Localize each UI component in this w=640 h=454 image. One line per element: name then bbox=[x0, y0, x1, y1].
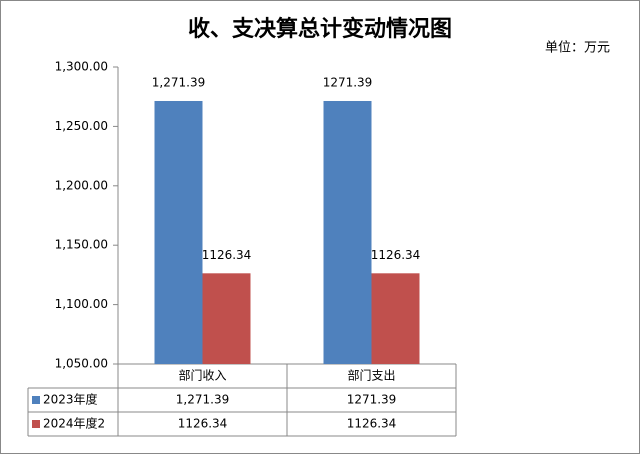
legend-swatch bbox=[32, 420, 40, 428]
table-cell: 1126.34 bbox=[347, 417, 397, 431]
y-tick-label: 1,100.00 bbox=[55, 297, 108, 311]
y-tick-label: 1,300.00 bbox=[55, 60, 108, 74]
y-tick-label: 1,200.00 bbox=[55, 178, 108, 192]
table-cell: 1,271.39 bbox=[176, 393, 229, 407]
bar bbox=[202, 273, 251, 364]
legend-swatch bbox=[32, 396, 40, 404]
bar bbox=[323, 100, 372, 364]
table-cell: 1126.34 bbox=[178, 417, 228, 431]
legend-label: 2023年度 bbox=[43, 392, 98, 407]
x-tick-label: 部门收入 bbox=[178, 368, 226, 383]
table-cell: 1271.39 bbox=[347, 393, 397, 407]
value-label: 1,271.39 bbox=[152, 75, 205, 89]
value-label: 1126.34 bbox=[371, 248, 421, 262]
legend-label: 2024年度2 bbox=[43, 416, 105, 431]
y-tick-label: 1,050.00 bbox=[55, 357, 108, 371]
y-tick-label: 1,150.00 bbox=[55, 238, 108, 252]
bar bbox=[371, 273, 420, 364]
x-tick-label: 部门支出 bbox=[347, 368, 395, 383]
chart-title: 收、支决算总计变动情况图 bbox=[188, 16, 452, 42]
value-label: 1271.39 bbox=[323, 75, 373, 89]
unit-label: 单位：万元 bbox=[545, 41, 610, 56]
y-tick-label: 1,250.00 bbox=[55, 119, 108, 133]
bar bbox=[154, 100, 203, 364]
value-label: 1126.34 bbox=[202, 248, 252, 262]
